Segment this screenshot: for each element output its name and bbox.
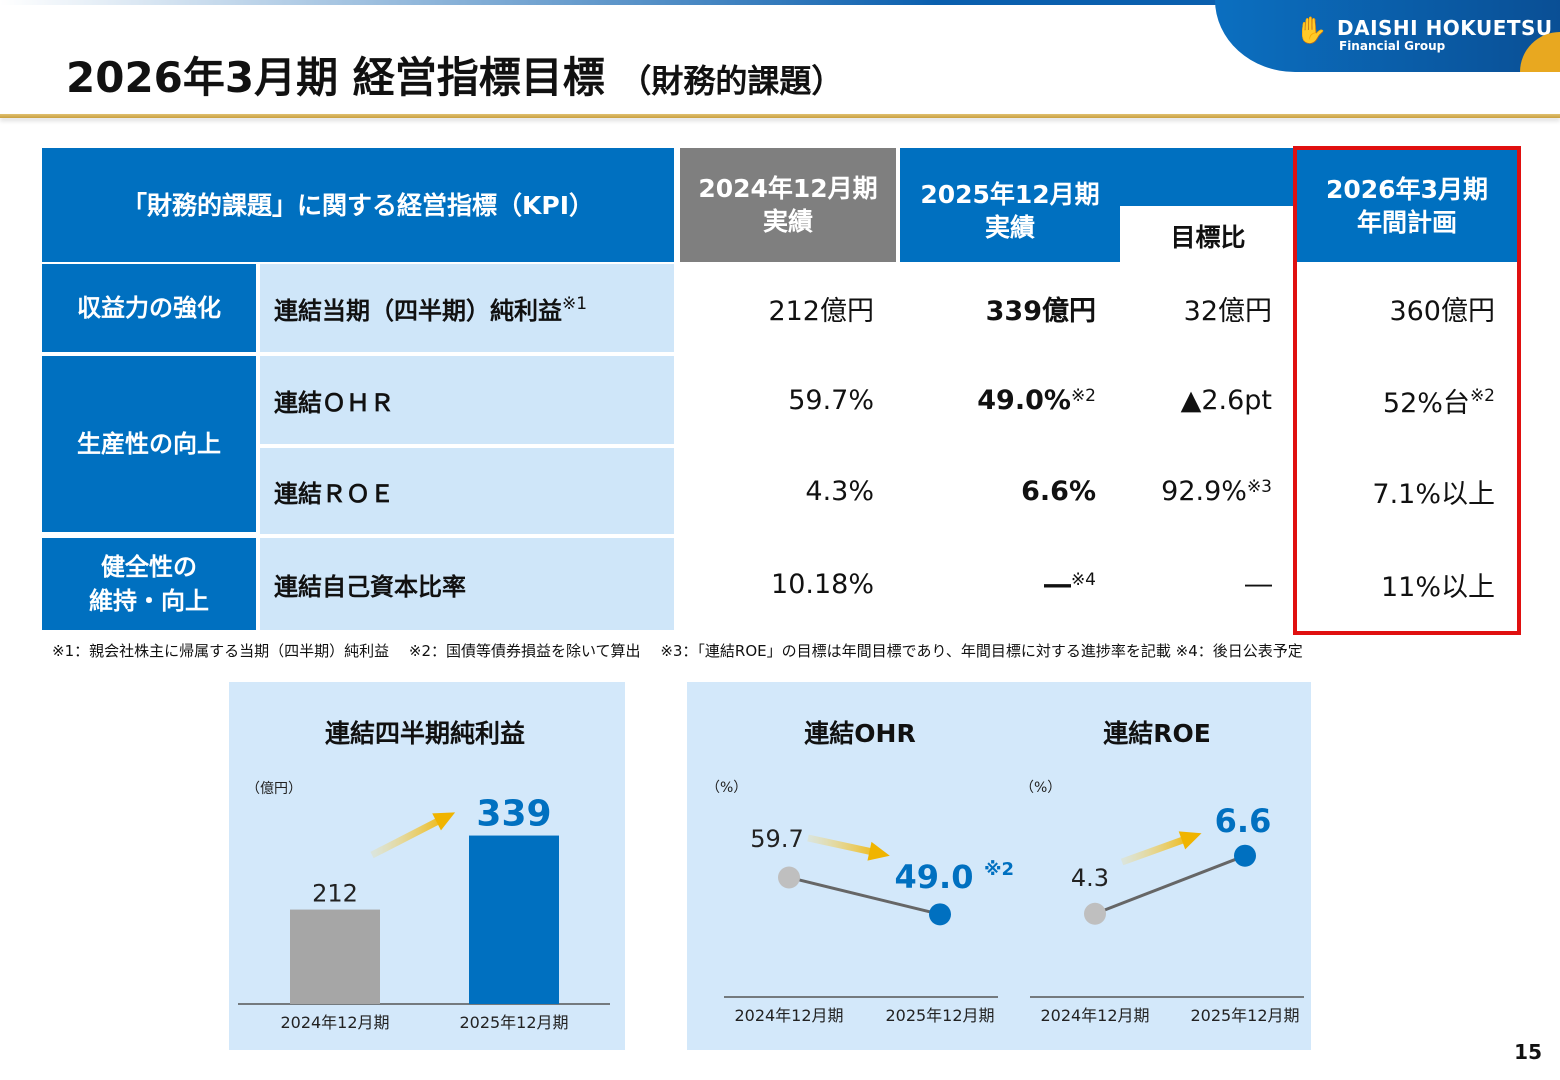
value-ratio: ―: [1122, 538, 1294, 630]
footnote-mark: ※4: [1070, 570, 1096, 590]
value-ratio: 92.9% ※3: [1122, 448, 1294, 534]
value-2024: 212億円: [680, 264, 896, 352]
category-profitability: 収益力の強化: [42, 264, 256, 352]
footnote-mark: ※1: [562, 294, 588, 314]
bar-data-label: 339: [476, 794, 551, 835]
header-ratio: 目標比: [1122, 208, 1294, 264]
value-ratio: 32億円: [1122, 264, 1294, 352]
trend-arrow-head-icon: [867, 841, 890, 861]
footnote-mark: ※2: [1070, 386, 1096, 406]
x-tick-label: 2025年12月期: [885, 1006, 994, 1025]
trend-arrow-icon: [370, 812, 450, 859]
data-label: 59.7: [750, 825, 803, 853]
kpi-label: 連結自己資本比率: [260, 538, 674, 630]
value-2025: 339億円: [900, 264, 1118, 352]
title-divider: [0, 114, 1560, 118]
data-point: [778, 866, 800, 889]
data-point: [1084, 902, 1106, 925]
value-2025: 49.0% ※2: [900, 356, 1118, 444]
data-point: [1234, 844, 1256, 867]
x-tick-label: 2024年12月期: [280, 1013, 389, 1032]
kpi-header: 「財務的課題」に関する経営指標（KPI）: [42, 148, 674, 262]
trend-arrow-head-icon: [1178, 831, 1202, 850]
value-plan-2026: 7.1%以上: [1297, 448, 1517, 534]
kpi-label: 連結ＲＯＥ: [260, 448, 674, 534]
category-soundness: 健全性の 維持・向上: [42, 538, 256, 630]
y-axis-unit: （億円）: [246, 781, 302, 797]
company-logo: ✋ DAISHI HOKUETSU Financial Group: [1215, 0, 1560, 72]
ohr-roe-chart-panel: [687, 682, 1311, 1050]
header-2024: 2024年12月期 実績: [680, 148, 896, 262]
data-point: [929, 903, 951, 926]
footnote-mark: ※3: [1246, 477, 1272, 497]
kpi-label: 連結ＯＨＲ: [260, 356, 674, 444]
logo-subtext: Financial Group: [1339, 39, 1446, 53]
logo-text: DAISHI HOKUETSU: [1337, 16, 1553, 40]
series-line: [788, 876, 941, 916]
x-tick-label: 2024年12月期: [1040, 1006, 1149, 1025]
category-productivity: 生産性の向上: [42, 356, 256, 532]
chart-title: 連結ROE: [1103, 719, 1211, 748]
y-axis-unit: （%）: [706, 780, 747, 796]
top-bar: [0, 0, 1560, 5]
chart-title: 連結OHR: [804, 719, 915, 748]
value-plan-2026: 360億円: [1297, 264, 1517, 352]
bar: [290, 909, 380, 1004]
value-ratio: ▲2.6pt: [1122, 356, 1294, 444]
kpi-label: 連結当期（四半期）純利益 ※1: [260, 264, 674, 352]
data-label: 6.6: [1215, 802, 1272, 840]
value-2025: ― ※4: [900, 538, 1118, 630]
logo-hand-icon: ✋: [1295, 16, 1328, 46]
plan-column-highlight: [1293, 146, 1521, 635]
header-2026: 2026年3月期 年間計画: [1297, 150, 1517, 262]
annotation: ※2: [984, 859, 1014, 880]
series-line: [1094, 854, 1246, 916]
footnote-mark: ※2: [1469, 386, 1495, 406]
y-axis-unit: （%）: [1020, 780, 1061, 796]
bar: [469, 835, 559, 1004]
x-tick-label: 2025年12月期: [1190, 1006, 1299, 1025]
x-tick-label: 2024年12月期: [734, 1006, 843, 1025]
value-2025: 6.6%: [900, 448, 1118, 534]
header-2025: 2025年12月期 実績: [900, 160, 1120, 262]
x-tick-label: 2025年12月期: [459, 1013, 568, 1032]
trend-arrow-head-icon: [432, 812, 456, 831]
value-2024: 59.7%: [680, 356, 896, 444]
page-number: 15: [1514, 1040, 1542, 1064]
value-plan-2026: 52%台 ※2: [1297, 356, 1517, 444]
footnotes: ※1：親会社株主に帰属する当期（四半期）純利益 ※2：国債等債券損益を除いて算出…: [52, 642, 1303, 660]
data-label: 4.3: [1071, 864, 1109, 892]
page-title: 2026年3月期 経営指標目標 （財務的課題）: [66, 53, 844, 102]
data-label: 49.0: [895, 858, 974, 896]
value-2024: 10.18%: [680, 538, 896, 630]
bar-data-label: 212: [312, 880, 358, 908]
value-2024: 4.3%: [680, 448, 896, 534]
value-plan-2026: 11%以上: [1297, 538, 1517, 630]
chart-title: 連結四半期純利益: [325, 719, 525, 748]
